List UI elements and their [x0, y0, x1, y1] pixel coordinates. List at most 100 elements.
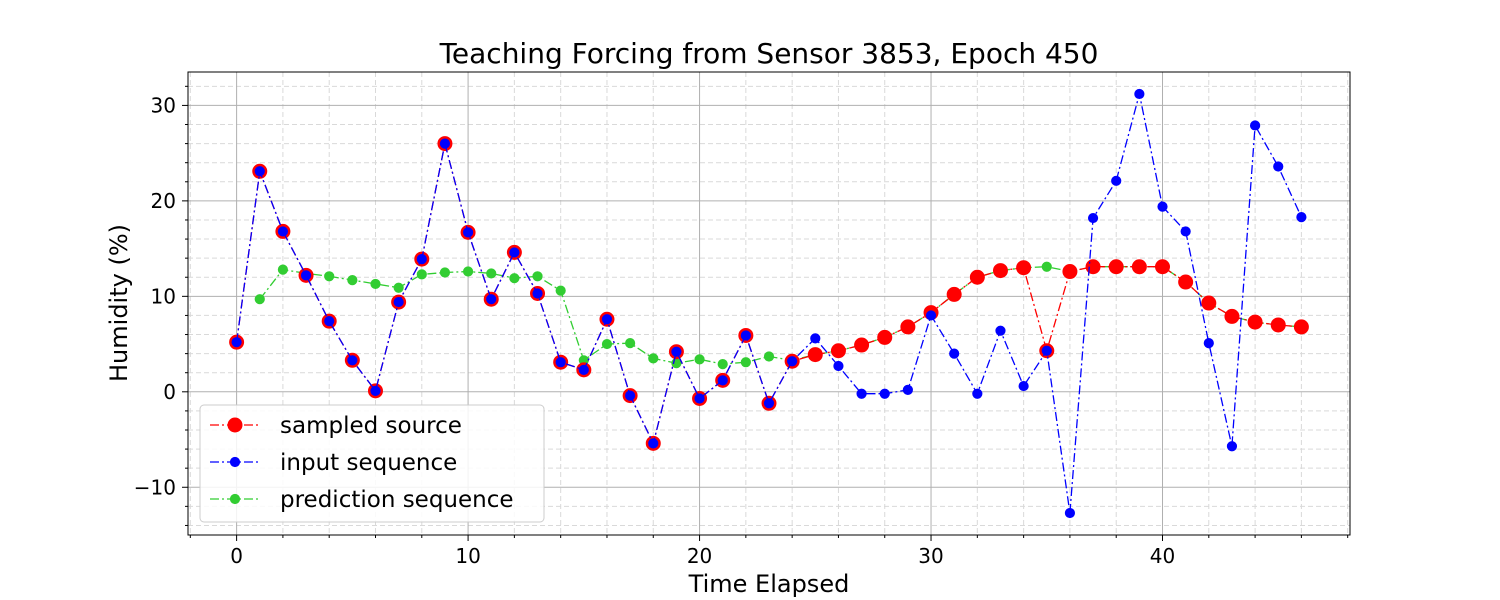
data-point: [807, 347, 823, 363]
x-tick-label: 0: [230, 544, 243, 568]
data-point: [601, 314, 613, 325]
data-point: [694, 354, 705, 365]
legend: sampled source input sequence prediction s…: [199, 404, 545, 523]
data-point: [854, 337, 870, 353]
data-point: [416, 269, 427, 280]
data-point: [416, 254, 427, 265]
data-point: [277, 264, 289, 275]
data-point: [1270, 317, 1286, 333]
data-point: [625, 338, 636, 349]
data-point: [810, 333, 821, 344]
data-point: [231, 337, 242, 348]
data-point: [763, 351, 775, 362]
data-point: [1041, 345, 1052, 356]
data-point: [1131, 259, 1147, 275]
y-tick-label: −10: [134, 475, 176, 499]
series-line: [259, 266, 1302, 365]
legend-entry: sampled source: [210, 413, 462, 439]
data-point: [879, 388, 890, 399]
data-point: [949, 348, 960, 359]
data-point: [787, 356, 798, 367]
legend-marker: [229, 493, 241, 505]
data-point: [1224, 308, 1240, 324]
data-point: [486, 268, 497, 279]
data-point: [946, 286, 962, 302]
data-point: [833, 360, 844, 372]
data-point: [462, 266, 474, 277]
x-tick-label: 20: [687, 544, 712, 568]
plot-frame: [187, 71, 1351, 536]
legend-box: [199, 404, 545, 523]
data-point: [1041, 261, 1052, 272]
data-point: [763, 398, 775, 409]
data-point: [856, 388, 867, 399]
data-point: [1111, 175, 1122, 186]
data-point: [900, 319, 916, 335]
x-tick-label: 40: [1150, 544, 1175, 568]
data-point: [370, 385, 381, 396]
data-point: [830, 343, 846, 359]
data-point: [1178, 274, 1194, 290]
data-point: [671, 346, 682, 357]
y-tick-label: 0: [163, 380, 176, 404]
legend-label: input sequence: [280, 450, 457, 476]
y-axis-label: Humidity (%): [105, 224, 133, 382]
data-point: [625, 390, 636, 401]
data-point: [717, 359, 728, 370]
data-point: [1203, 338, 1214, 349]
minor-grid: [188, 72, 1350, 535]
data-point: [717, 375, 728, 386]
data-point: [1201, 295, 1217, 311]
data-point: [1087, 212, 1099, 224]
data-point: [439, 138, 451, 149]
data-point: [1296, 212, 1307, 223]
data-point: [1247, 314, 1263, 330]
data-point: [439, 267, 451, 278]
data-point: [694, 393, 705, 404]
legend-entry: prediction sequence: [210, 487, 514, 513]
legend-marker: [227, 417, 243, 433]
data-point: [1273, 161, 1284, 172]
legend-label: sampled source: [280, 413, 462, 439]
data-point: [486, 294, 497, 305]
y-tick-label: 20: [151, 189, 176, 213]
x-tick-label: 30: [918, 544, 943, 568]
data-point: [555, 357, 566, 368]
chart-title: Teaching Forcing from Sensor 3853, Epoch…: [439, 37, 1099, 70]
series-input-sequence: [231, 88, 1307, 519]
data-point: [509, 273, 520, 284]
data-point: [347, 275, 358, 286]
data-point: [324, 316, 335, 327]
data-point: [969, 269, 985, 285]
data-point: [648, 438, 659, 449]
data-point: [601, 338, 613, 350]
data-point: [1108, 259, 1124, 275]
data-point: [277, 226, 289, 237]
data-point: [254, 294, 265, 305]
data-point: [509, 247, 520, 258]
data-point: [370, 278, 381, 290]
data-point: [254, 166, 265, 177]
data-point: [555, 285, 566, 296]
data-point: [1016, 260, 1032, 276]
data-point: [1293, 319, 1309, 335]
data-point: [347, 355, 358, 366]
data-point: [1155, 259, 1171, 275]
data-point: [992, 263, 1008, 279]
axes: 0 10 20 30 40 −10 0 10 20 30: [134, 71, 1351, 568]
data-point: [1134, 88, 1145, 100]
series-layer: [229, 88, 1309, 519]
data-point: [902, 384, 913, 395]
data-point: [740, 330, 751, 341]
data-point: [324, 271, 335, 282]
x-tick-label: 10: [455, 544, 480, 568]
legend-marker: [229, 456, 241, 468]
data-point: [300, 270, 312, 281]
data-point: [995, 325, 1006, 336]
data-point: [740, 357, 751, 368]
data-point: [1064, 507, 1076, 519]
data-point: [1062, 264, 1078, 280]
data-point: [877, 329, 893, 345]
legend-entry: input sequence: [210, 450, 457, 476]
